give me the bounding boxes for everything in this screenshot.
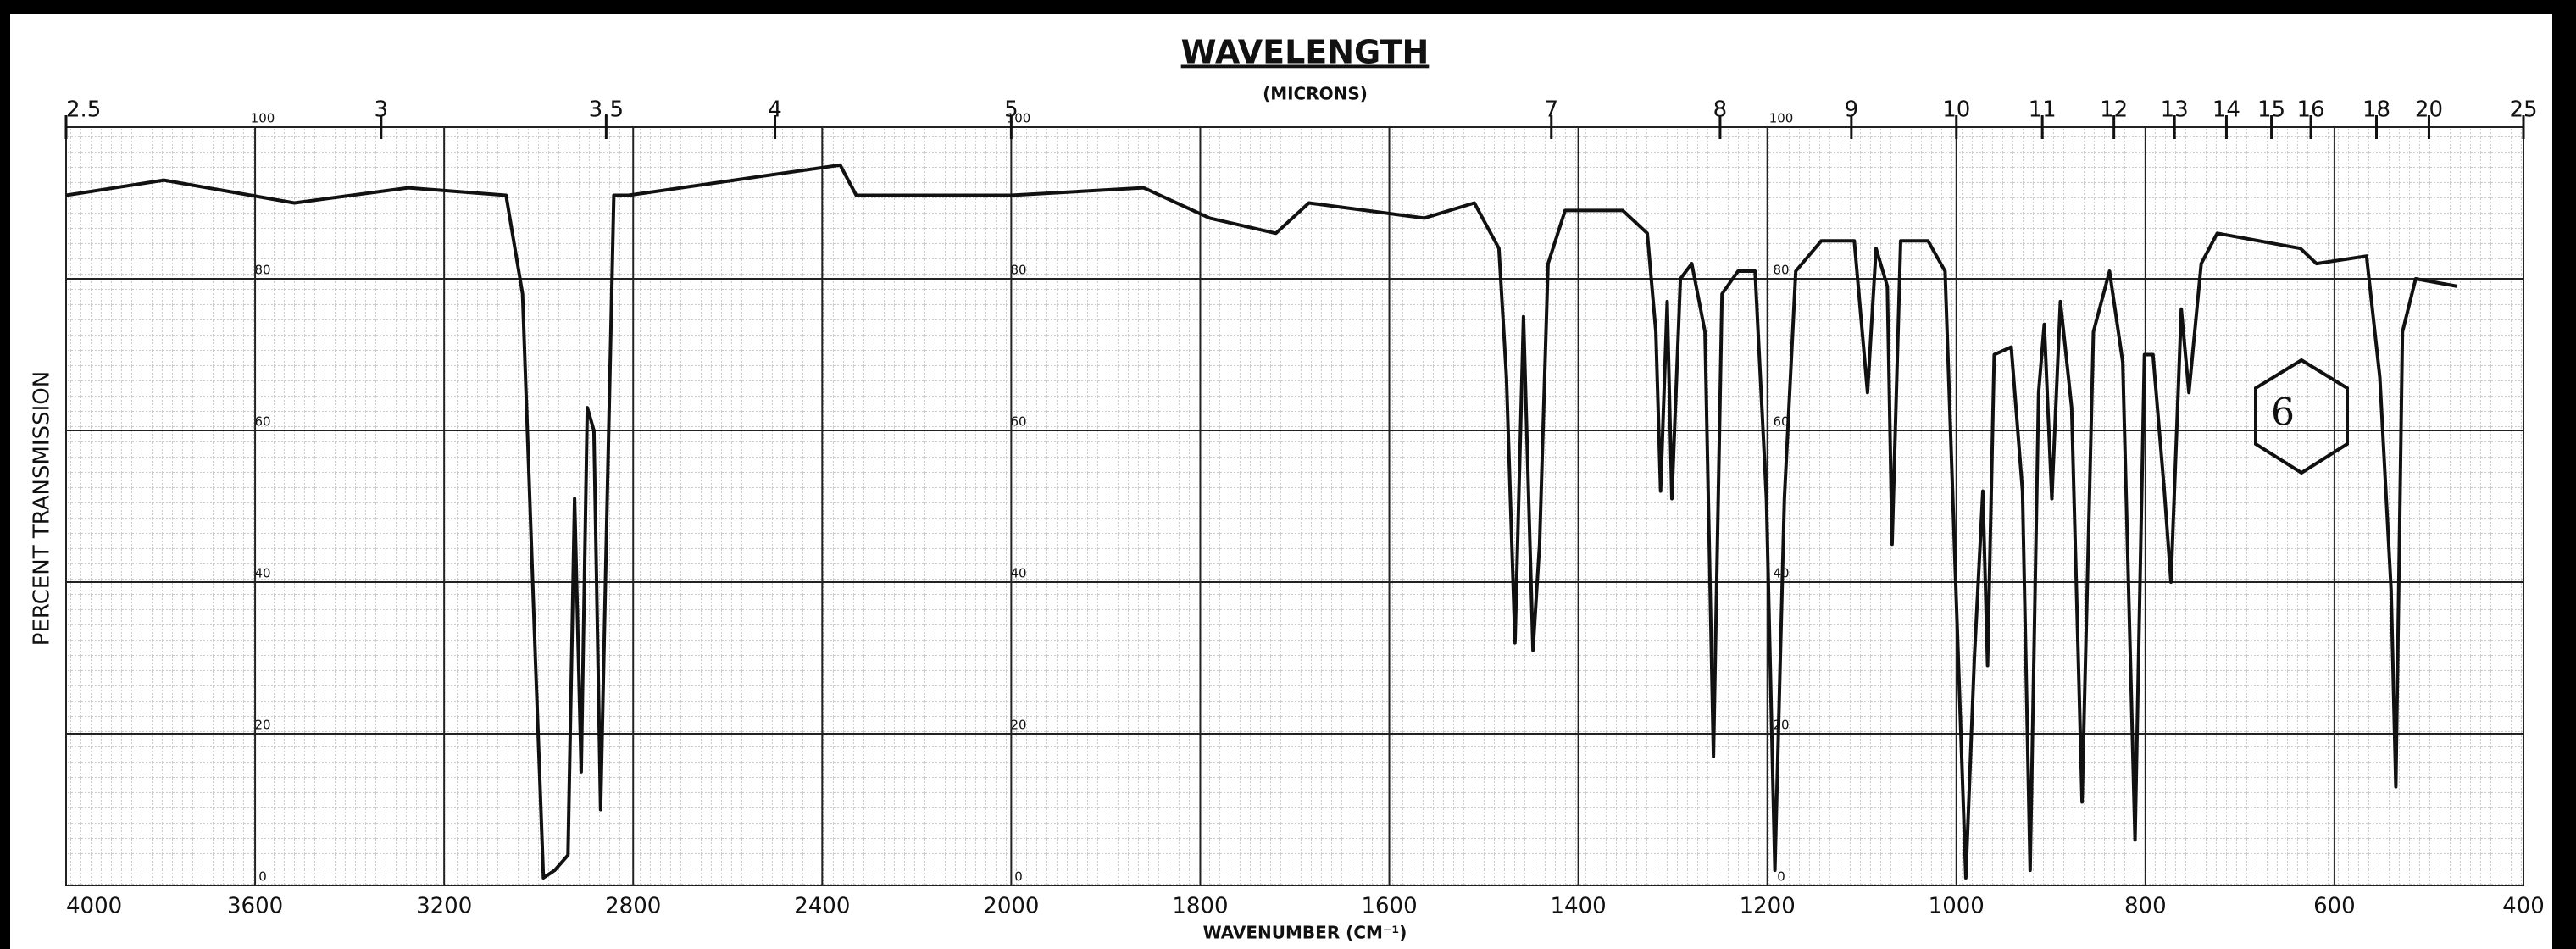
- y-tick-label: 100: [1769, 111, 1794, 126]
- x-tick-label: 3600: [227, 894, 283, 919]
- x-tick-label: 2000: [983, 894, 1039, 919]
- chart-subtitle: (MICRONS): [1263, 84, 1368, 104]
- x-tick-label: 400: [2502, 894, 2545, 919]
- x-tick-label: 600: [2313, 894, 2356, 919]
- x-tick-label: 1600: [1361, 894, 1417, 919]
- y-tick-label: 60: [1010, 414, 1026, 430]
- y-tick-label: 80: [254, 263, 270, 278]
- x2-tick-label: 3.5: [589, 97, 624, 123]
- x-tick-label: 4000: [66, 894, 122, 919]
- x2-tick-label: 10: [1942, 97, 1970, 123]
- x-axis-label: WAVENUMBER (CM⁻¹): [1203, 923, 1407, 943]
- x2-tick-label: 4: [768, 97, 782, 123]
- plot-area: [65, 126, 2524, 886]
- y-tick-label: 80: [1010, 263, 1026, 278]
- y-tick-label: 20: [1773, 718, 1789, 733]
- y-tick-label: 80: [1773, 263, 1789, 278]
- y-tick-label: 100: [251, 111, 275, 126]
- y-tick-label: 40: [254, 566, 270, 581]
- x2-tick-label: 25: [2509, 97, 2537, 123]
- x2-tick-label: 14: [2212, 97, 2240, 123]
- x2-tick-label: 3: [375, 97, 389, 123]
- y-tick-label: 0: [1014, 869, 1023, 885]
- x-tick-label: 1800: [1172, 894, 1228, 919]
- x-tick-label: 800: [2124, 894, 2167, 919]
- x-tick-label: 2400: [794, 894, 850, 919]
- y-tick-label: 60: [254, 414, 270, 430]
- y-tick-label: 20: [254, 718, 270, 733]
- y-tick-label: 0: [1777, 869, 1785, 885]
- x-tick-label: 1200: [1740, 894, 1796, 919]
- x2-tick-label: 5: [1004, 97, 1019, 123]
- y-tick-label: 0: [258, 869, 267, 885]
- spectrum-line: [65, 163, 2458, 880]
- x-tick-label: 3200: [416, 894, 472, 919]
- x2-tick-label: 13: [2161, 97, 2189, 123]
- x2-tick-label: 7: [1544, 97, 1558, 123]
- x2-tick-label: 2.5: [66, 97, 101, 123]
- y-tick-label: 20: [1010, 718, 1026, 733]
- x2-tick-label: 16: [2296, 97, 2324, 123]
- y-axis-label: PERCENT TRANSMISSION: [30, 371, 55, 646]
- chart-title: WAVELENGTH: [1181, 34, 1430, 71]
- annotation: 6: [2271, 391, 2295, 435]
- x-tick-label: 1400: [1551, 894, 1607, 919]
- x-tick-label: 2800: [605, 894, 661, 919]
- y-tick-label: 60: [1773, 414, 1789, 430]
- hexagon-sketch: [2254, 358, 2349, 475]
- y-tick-label: 40: [1010, 566, 1026, 581]
- x-tick-label: 1000: [1929, 894, 1985, 919]
- x2-tick-label: 20: [2415, 97, 2443, 123]
- x2-tick-label: 15: [2257, 97, 2285, 123]
- x2-tick-label: 12: [2100, 97, 2128, 123]
- x2-tick-label: 9: [1845, 97, 1859, 123]
- x2-tick-label: 18: [2362, 97, 2390, 123]
- x2-tick-label: 8: [1713, 97, 1728, 123]
- x2-tick-label: 11: [2029, 97, 2057, 123]
